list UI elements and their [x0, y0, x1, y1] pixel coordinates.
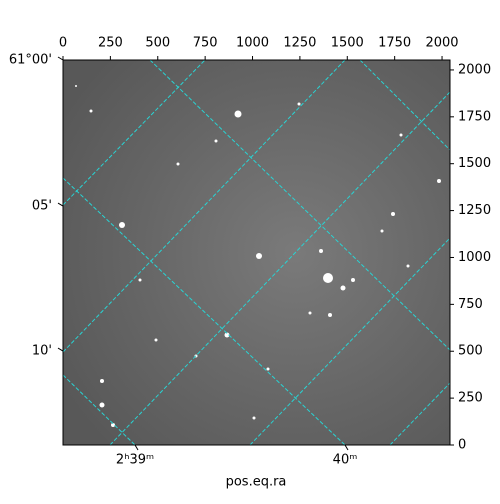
coordinate-grid — [62, 59, 451, 446]
world-x-tick-label: 2ʰ39ᵐ — [116, 453, 154, 468]
world-y-tick-label: 61°00' — [9, 53, 52, 68]
world-y-tick-label: 10' — [32, 344, 52, 359]
x-tick-label: 2000 — [425, 36, 458, 51]
y-tick-label: 500 — [458, 344, 483, 359]
world-y-tick-label: 05' — [32, 199, 52, 214]
frame — [62, 59, 451, 446]
x-tick-label: 0 — [59, 36, 67, 51]
y-tick-label: 750 — [458, 297, 483, 312]
world-y-tick — [57, 347, 64, 352]
x-tick-label: 750 — [193, 36, 218, 51]
world-y-tick — [57, 202, 64, 207]
stars — [75, 85, 441, 427]
y-tick-label: 2000 — [458, 62, 491, 77]
world-x-tick — [134, 444, 139, 451]
y-tick-label: 1250 — [458, 203, 491, 218]
y-tick-label: 0 — [458, 438, 466, 453]
world-y-tick — [57, 56, 64, 61]
x-tick-label: 500 — [145, 36, 170, 51]
y-tick-label: 1500 — [458, 156, 491, 171]
world-x-tick — [344, 444, 349, 451]
x-tick-label: 1750 — [378, 36, 411, 51]
x-tick-label: 1000 — [236, 36, 269, 51]
image — [63, 60, 450, 445]
world-x-tick-label: 40ᵐ — [333, 453, 358, 468]
x-tick-label: 250 — [98, 36, 123, 51]
y-tick-label: 1750 — [458, 109, 491, 124]
x-tick-label: 1250 — [283, 36, 316, 51]
x-axis-label: pos.eq.ra — [226, 475, 287, 490]
y-tick-label: 250 — [458, 391, 483, 406]
x-tick-label: 1500 — [331, 36, 364, 51]
y-tick-label: 1000 — [458, 250, 491, 265]
